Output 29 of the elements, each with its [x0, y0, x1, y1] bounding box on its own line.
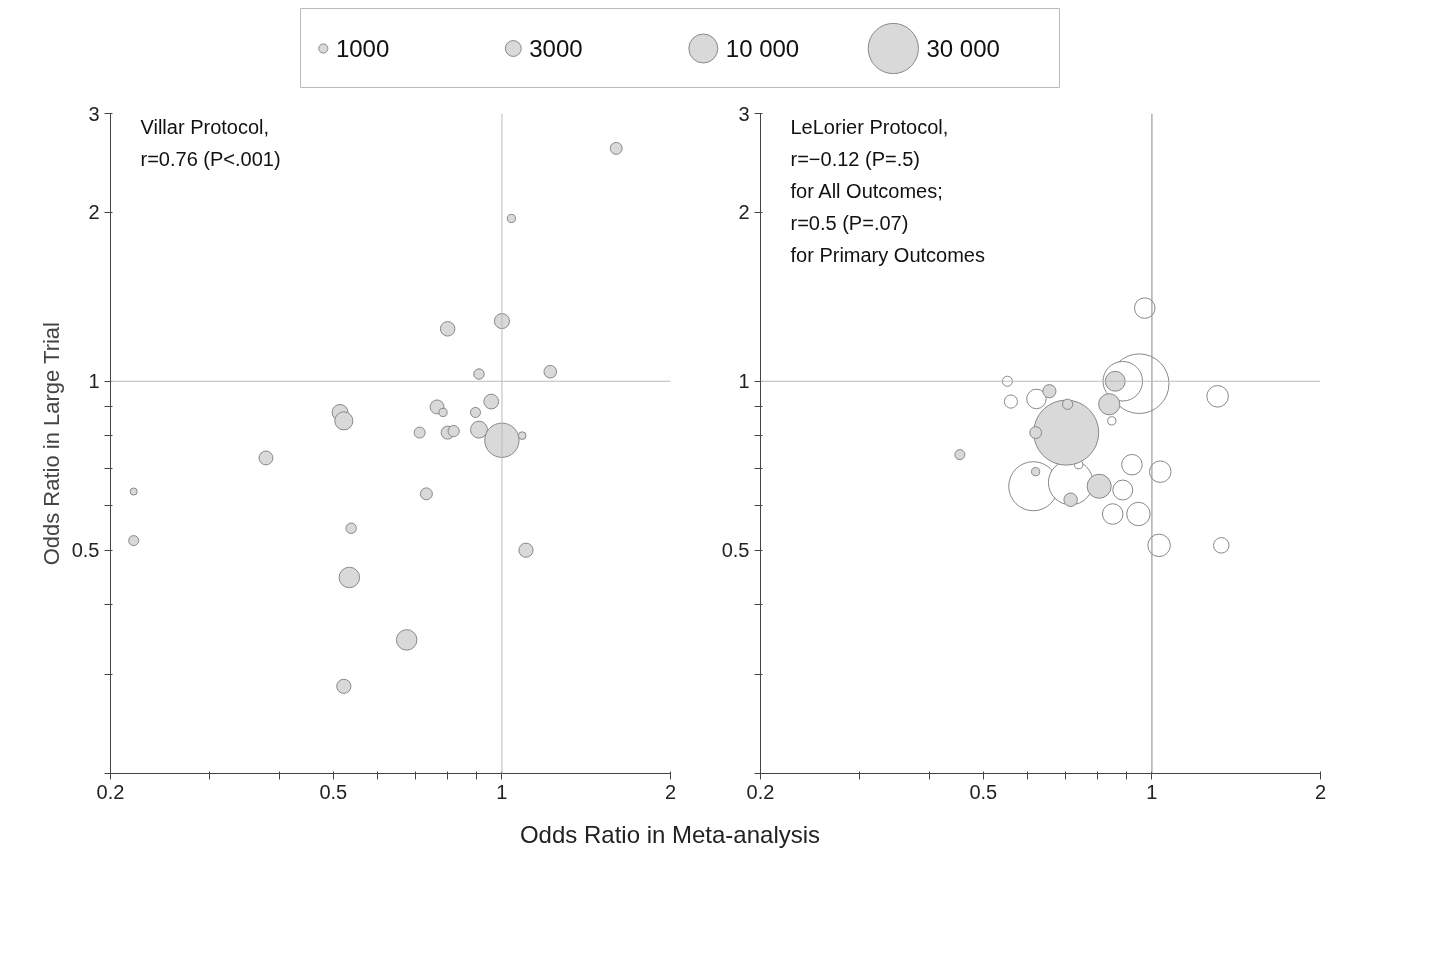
- annotation: for All Outcomes;: [790, 179, 943, 202]
- x-tick-label: 1: [496, 780, 508, 803]
- x-tick-label: 0.2: [746, 780, 775, 803]
- annotation: Villar Protocol,: [140, 115, 270, 138]
- y-tick-label: 0.5: [721, 539, 750, 562]
- x-tick-label: 0.5: [319, 780, 348, 803]
- annotation: for Primary Outcomes: [790, 243, 985, 266]
- legend-label: 30 000: [926, 35, 1000, 62]
- y-tick-label: 2: [88, 201, 100, 224]
- y-tick-label: 2: [738, 201, 750, 224]
- x-tick-label: 0.2: [96, 780, 125, 803]
- x-tick-label: 0.5: [969, 780, 998, 803]
- y-tick-label: 3: [88, 102, 100, 125]
- annotation: r=−0.12 (P=.5): [790, 147, 921, 170]
- y-tick-label: 0.5: [71, 539, 100, 562]
- x-tick-label: 1: [1146, 780, 1158, 803]
- y-tick-label: 1: [88, 370, 100, 393]
- y-axis-title: Odds Ratio in Large Trial: [38, 322, 64, 566]
- y-tick-label: 3: [738, 102, 750, 125]
- x-axis-title: Odds Ratio in Meta-analysis: [519, 820, 821, 850]
- annotation: r=0.5 (P=.07): [790, 211, 909, 234]
- annotation: LeLorier Protocol,: [790, 115, 949, 138]
- legend-label: 1000: [335, 35, 390, 62]
- annotation: r=0.76 (P<.001): [140, 147, 281, 170]
- x-tick-label: 2: [1314, 780, 1327, 803]
- x-tick-label: 2: [664, 780, 677, 803]
- y-tick-label: 1: [738, 370, 750, 393]
- legend-label: 3000: [529, 35, 583, 62]
- legend-label: 10 000: [725, 35, 800, 62]
